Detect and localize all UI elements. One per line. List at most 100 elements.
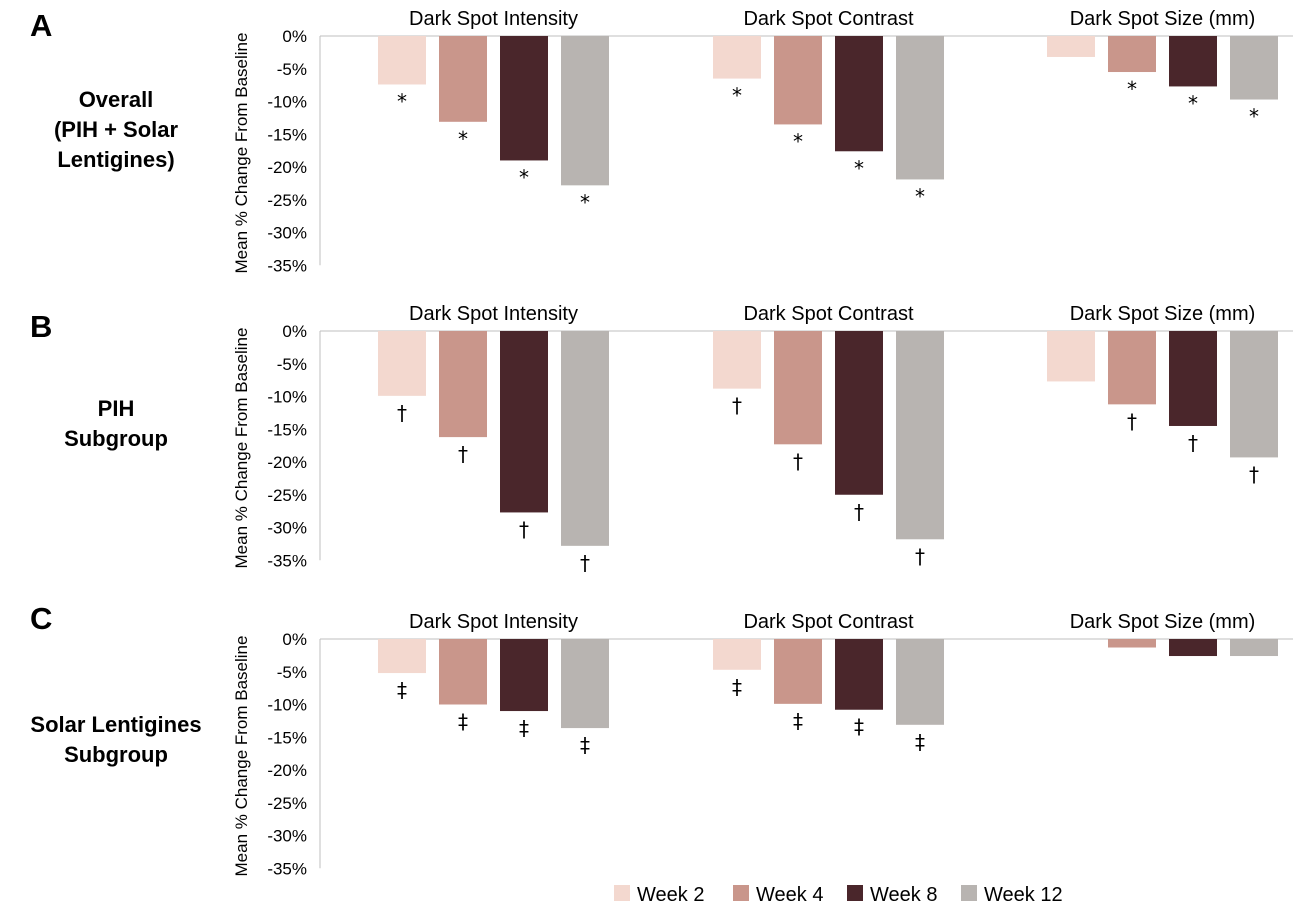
significance-marker: * bbox=[458, 127, 468, 151]
significance-marker: * bbox=[397, 89, 407, 113]
y-tick-label: -20% bbox=[267, 158, 307, 177]
legend-label: Week 4 bbox=[756, 884, 823, 906]
legend-swatch bbox=[847, 885, 863, 901]
significance-marker: † bbox=[1188, 431, 1198, 455]
row-label-line: Lentigines) bbox=[57, 147, 174, 172]
significance-marker: * bbox=[580, 190, 590, 214]
y-tick-label: -15% bbox=[267, 420, 307, 439]
bar-week-12 bbox=[1230, 639, 1278, 657]
significance-marker: * bbox=[915, 184, 925, 208]
bar-week-12 bbox=[896, 639, 944, 725]
bar-week-4 bbox=[774, 36, 822, 125]
y-tick-label: -35% bbox=[267, 551, 307, 570]
y-tick-label: -15% bbox=[267, 728, 307, 747]
y-axis-label: Mean % Change From Baseline bbox=[232, 33, 251, 274]
bar-week-2 bbox=[713, 639, 761, 670]
significance-marker: * bbox=[1249, 105, 1259, 129]
group-title: Dark Spot Size (mm) bbox=[1070, 611, 1256, 633]
bar-week-8 bbox=[835, 639, 883, 710]
bar-week-4 bbox=[439, 639, 487, 705]
row-label-line: Subgroup bbox=[64, 742, 168, 767]
y-tick-label: -35% bbox=[267, 256, 307, 275]
panel-letter-A: A bbox=[30, 8, 52, 43]
bar-week-12 bbox=[1230, 36, 1278, 100]
bar-week-4 bbox=[1108, 639, 1156, 648]
panel-letter-C: C bbox=[30, 601, 52, 636]
bar-week-2 bbox=[1047, 36, 1095, 57]
y-tick-label: -25% bbox=[267, 794, 307, 813]
bar-week-2 bbox=[378, 331, 426, 396]
significance-marker: † bbox=[397, 401, 407, 425]
y-tick-label: 0% bbox=[282, 322, 307, 341]
bar-week-4 bbox=[1108, 331, 1156, 405]
significance-marker: † bbox=[915, 544, 925, 568]
y-tick-label: -25% bbox=[267, 191, 307, 210]
bar-week-4 bbox=[439, 36, 487, 122]
significance-marker: ‡ bbox=[793, 709, 803, 733]
significance-marker: ‡ bbox=[854, 715, 864, 739]
bar-week-2 bbox=[378, 639, 426, 674]
bar-week-8 bbox=[500, 639, 548, 712]
bar-week-2 bbox=[713, 331, 761, 389]
bar-week-12 bbox=[561, 331, 609, 546]
row-label-line: Subgroup bbox=[64, 426, 168, 451]
bar-week-8 bbox=[835, 331, 883, 495]
legend-swatch bbox=[614, 885, 630, 901]
y-tick-label: -5% bbox=[277, 355, 307, 374]
legend-swatch bbox=[961, 885, 977, 901]
y-tick-label: -10% bbox=[267, 388, 307, 407]
y-tick-label: -25% bbox=[267, 486, 307, 505]
significance-marker: ‡ bbox=[915, 730, 925, 754]
bar-week-2 bbox=[713, 36, 761, 79]
bar-week-8 bbox=[500, 331, 548, 513]
y-tick-label: -10% bbox=[267, 696, 307, 715]
significance-marker: * bbox=[854, 156, 864, 180]
significance-marker: † bbox=[732, 394, 742, 418]
significance-marker: ‡ bbox=[580, 733, 590, 757]
bar-week-4 bbox=[774, 331, 822, 445]
significance-marker: ‡ bbox=[458, 710, 468, 734]
bar-week-12 bbox=[896, 331, 944, 540]
group-title: Dark Spot Intensity bbox=[409, 303, 578, 325]
group-title: Dark Spot Size (mm) bbox=[1070, 8, 1256, 30]
bar-week-8 bbox=[1169, 36, 1217, 87]
bar-week-8 bbox=[1169, 331, 1217, 426]
y-axis-label: Mean % Change From Baseline bbox=[232, 636, 251, 877]
significance-marker: † bbox=[458, 442, 468, 466]
panel-letter-B: B bbox=[30, 309, 52, 344]
significance-marker: † bbox=[1127, 409, 1137, 433]
y-tick-label: -5% bbox=[277, 663, 307, 682]
y-tick-label: -30% bbox=[267, 519, 307, 538]
bar-week-12 bbox=[896, 36, 944, 180]
legend-label: Week 12 bbox=[984, 884, 1063, 906]
legend-label: Week 2 bbox=[637, 884, 704, 906]
group-title: Dark Spot Contrast bbox=[743, 303, 914, 325]
bar-week-2 bbox=[1047, 331, 1095, 382]
row-label-line: PIH bbox=[98, 396, 135, 421]
bar-week-4 bbox=[1108, 36, 1156, 73]
legend-swatch bbox=[733, 885, 749, 901]
group-title: Dark Spot Size (mm) bbox=[1070, 303, 1256, 325]
y-tick-label: -10% bbox=[267, 93, 307, 112]
significance-marker: * bbox=[519, 165, 529, 189]
row-label-line: Overall bbox=[79, 87, 154, 112]
bar-week-12 bbox=[561, 639, 609, 729]
bar-week-12 bbox=[561, 36, 609, 186]
significance-marker: * bbox=[732, 84, 742, 108]
y-tick-label: -20% bbox=[267, 453, 307, 472]
bar-week-4 bbox=[439, 331, 487, 438]
group-title: Dark Spot Intensity bbox=[409, 611, 578, 633]
y-tick-label: 0% bbox=[282, 27, 307, 46]
y-tick-label: -30% bbox=[267, 224, 307, 243]
significance-marker: † bbox=[793, 449, 803, 473]
significance-marker: † bbox=[854, 500, 864, 524]
y-axis-label: Mean % Change From Baseline bbox=[232, 328, 251, 569]
significance-marker: † bbox=[580, 551, 590, 575]
row-label-line: (PIH + Solar bbox=[54, 117, 179, 142]
bar-week-2 bbox=[378, 36, 426, 85]
y-tick-label: -20% bbox=[267, 761, 307, 780]
y-tick-label: -30% bbox=[267, 827, 307, 846]
significance-marker: * bbox=[1127, 77, 1137, 101]
significance-marker: * bbox=[793, 129, 803, 153]
